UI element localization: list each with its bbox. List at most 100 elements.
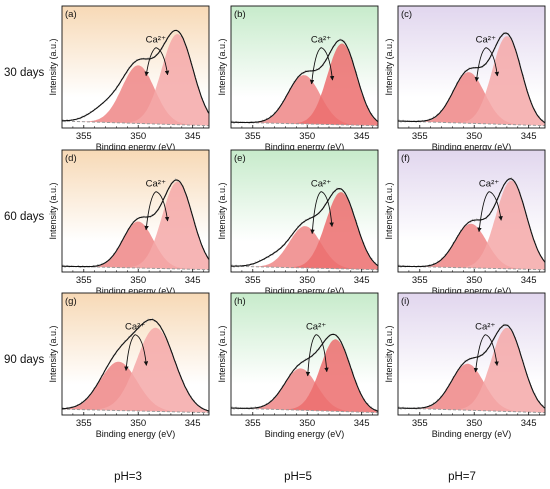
- x-axis-label: Binding energy (eV): [432, 142, 512, 152]
- arrow-left: [144, 191, 157, 231]
- ca2-annotation: Ca²⁺: [311, 35, 331, 46]
- plot-frame: [230, 292, 379, 416]
- raw-data: [230, 38, 379, 125]
- x-tick-label: 345: [354, 275, 370, 286]
- arrow-right: [488, 191, 503, 221]
- fit-envelope: [62, 179, 210, 268]
- baseline: [230, 121, 379, 127]
- panel-label: (c): [401, 9, 412, 20]
- baseline: [61, 265, 210, 271]
- arrow-right: [320, 47, 335, 81]
- x-axis-label: Binding energy (eV): [96, 429, 176, 439]
- ca2-annotation: Ca²⁺: [479, 179, 499, 190]
- x-axis-label: Binding energy (eV): [265, 429, 345, 439]
- arrow-left: [309, 47, 322, 85]
- x-axis-label: Binding energy (eV): [432, 429, 512, 439]
- peak-right: [62, 34, 209, 126]
- x-axis-label: Binding energy (eV): [96, 142, 176, 152]
- panel-f: 355 350 345 Binding energy (eV) Intensity (a…: [384, 149, 546, 296]
- arrow-right: [155, 47, 170, 76]
- baseline: [397, 120, 546, 127]
- fit-envelope: [62, 318, 210, 412]
- x-tick-label: 355: [76, 275, 92, 286]
- row-label-60-days: 60 days: [4, 211, 45, 223]
- panel-label: (i): [401, 296, 409, 307]
- x-tick-label: 350: [130, 275, 146, 286]
- x-tick-label: 350: [130, 131, 146, 142]
- ca2-annotation: Ca²⁺: [475, 322, 495, 333]
- plot-frame: [397, 5, 546, 129]
- peak-left: [398, 72, 545, 126]
- x-tick-label: 345: [185, 131, 201, 142]
- panel-e: 355 350 345 Binding energy (eV) Intensity (a…: [217, 149, 379, 296]
- peak-left: [231, 226, 378, 270]
- panel-c: 355 350 345 Binding energy (eV) Intensity (a…: [384, 5, 546, 152]
- arrow-left: [305, 334, 317, 377]
- y-axis-label: Intensity (a.u.): [48, 325, 58, 382]
- x-tick-label: 355: [245, 275, 261, 286]
- x-tick-label: 345: [354, 418, 370, 429]
- col-label-ph3: pH=3: [114, 471, 142, 483]
- peak-left: [62, 65, 209, 126]
- row-label-30-days: 30 days: [4, 67, 45, 79]
- peak-right: [62, 181, 209, 270]
- peak-right: [231, 43, 378, 126]
- peak-right: [231, 339, 378, 413]
- x-axis-label: Binding energy (eV): [432, 286, 512, 296]
- arrow-left: [473, 334, 486, 373]
- plot-frame: [61, 149, 210, 273]
- panel-g: 355 350 345 Binding energy (eV) Intensity (a…: [48, 292, 210, 439]
- baseline: [61, 120, 210, 127]
- x-tick-label: 355: [245, 131, 261, 142]
- panel-i: 355 350 345 Binding energy (eV) Intensity (a…: [384, 292, 546, 439]
- plot-frame: [61, 292, 210, 416]
- baseline: [230, 265, 379, 271]
- fit-envelope: [62, 29, 210, 122]
- panel-label: (h): [234, 296, 246, 307]
- fit-envelope: [231, 188, 379, 267]
- panel-b: 355 350 345 Binding energy (eV) Intensity (a…: [217, 5, 379, 152]
- fit-envelope: [231, 39, 379, 124]
- y-axis-label: Intensity (a.u.): [384, 38, 394, 95]
- y-axis-label: Intensity (a.u.): [48, 182, 58, 239]
- x-tick-label: 350: [299, 131, 315, 142]
- ca2-annotation: Ca²⁺: [306, 322, 326, 333]
- x-tick-label: 355: [76, 418, 92, 429]
- arrow-left: [310, 191, 322, 235]
- arrow-right: [134, 334, 149, 366]
- fit-envelope: [397, 324, 546, 409]
- x-axis-label: Binding energy (eV): [96, 286, 176, 296]
- y-axis-label: Intensity (a.u.): [48, 38, 58, 95]
- baseline: [397, 265, 546, 271]
- ca2-annotation: Ca²⁺: [146, 179, 166, 190]
- ca2-annotation: Ca²⁺: [476, 35, 496, 46]
- arrow-left: [144, 47, 157, 77]
- x-tick-label: 355: [412, 131, 428, 142]
- plot-frame: [230, 149, 379, 273]
- peak-left: [62, 221, 209, 270]
- fit-envelope: [230, 333, 379, 412]
- peak-right: [398, 180, 545, 270]
- arrow-right: [315, 334, 329, 373]
- arrow-right: [485, 47, 500, 77]
- y-axis-label: Intensity (a.u.): [217, 325, 227, 382]
- plot-frame: [397, 292, 546, 416]
- peak-right: [398, 327, 545, 413]
- baseline: [397, 407, 546, 414]
- x-tick-label: 350: [299, 418, 315, 429]
- panel-a: 355 350 345 Binding energy (eV) Intensity (a…: [48, 5, 210, 152]
- x-tick-label: 345: [185, 275, 201, 286]
- row-label-90-days: 90 days: [4, 354, 45, 366]
- baseline: [61, 408, 210, 414]
- arrow-left: [124, 334, 136, 371]
- fit-envelope: [398, 178, 546, 268]
- x-tick-label: 350: [466, 275, 482, 286]
- x-tick-label: 350: [130, 418, 146, 429]
- x-axis-label: Binding energy (eV): [265, 142, 345, 152]
- y-axis-label: Intensity (a.u.): [384, 182, 394, 239]
- peak-left: [231, 75, 378, 126]
- peak-right: [62, 327, 209, 413]
- panel-label: (f): [401, 153, 410, 164]
- peak-right: [398, 36, 545, 126]
- plot-frame: [61, 5, 210, 129]
